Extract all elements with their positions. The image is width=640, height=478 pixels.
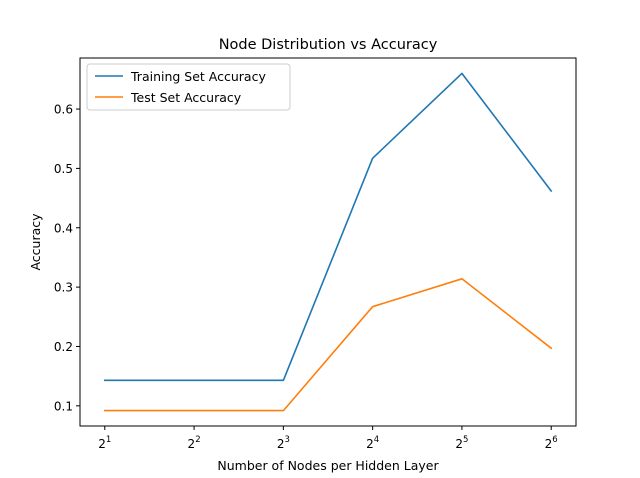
- legend-label-test: Test Set Accuracy: [130, 90, 242, 105]
- y-axis-ticks: 0.1 0.2 0.3 0.4 0.5 0.6: [54, 103, 80, 413]
- y-tick-label: 0.5: [54, 162, 73, 176]
- x-tick-label: 26: [545, 435, 558, 451]
- y-tick-label: 0.4: [54, 221, 73, 235]
- x-axis-label: Number of Nodes per Hidden Layer: [217, 458, 439, 473]
- x-tick-label: 22: [188, 435, 201, 451]
- y-tick-label: 0.2: [54, 340, 73, 354]
- series-line-training: [104, 72, 553, 382]
- y-tick-label: 0.1: [54, 399, 73, 413]
- chart-title: Node Distribution vs Accuracy: [219, 37, 438, 53]
- legend-box: [86, 63, 291, 111]
- x-tick-label: 21: [98, 435, 111, 451]
- x-tick-label: 25: [455, 435, 468, 451]
- legend-label-training: Training Set Accuracy: [130, 69, 266, 84]
- series-layer: [104, 72, 553, 412]
- plot-frame: [79, 57, 577, 427]
- x-axis-ticks: 21 22 23 24 25 26: [98, 426, 558, 451]
- y-tick-label: 0.6: [54, 103, 73, 117]
- series-line-test: [104, 277, 553, 412]
- y-tick-label: 0.3: [54, 281, 73, 295]
- x-tick-label: 23: [277, 435, 290, 451]
- y-axis-label: Accuracy: [28, 213, 43, 271]
- legend: Training Set Accuracy Test Set Accuracy: [86, 63, 291, 111]
- x-tick-label: 24: [366, 435, 379, 451]
